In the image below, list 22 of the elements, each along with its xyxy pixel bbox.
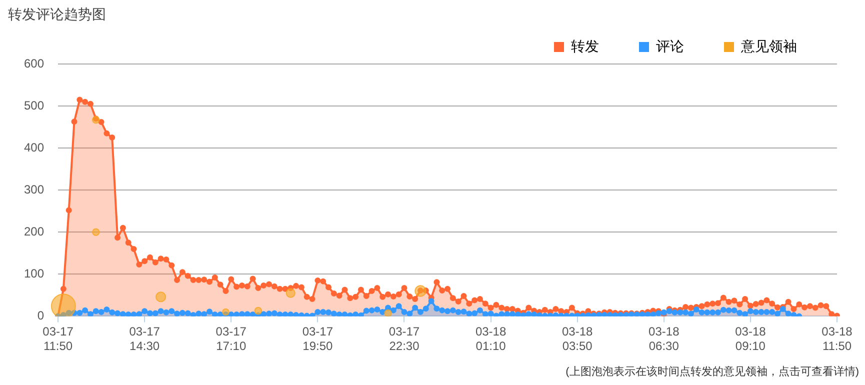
x-tick-label: 03-18 11:50 xyxy=(822,324,853,354)
x-tick-label: 03-18 03:50 xyxy=(562,324,594,354)
y-tick-label: 400 xyxy=(24,140,44,154)
y-tick-label: 500 xyxy=(24,98,44,112)
y-tick-label: 200 xyxy=(24,224,44,238)
x-tick-label: 03-17 17:10 xyxy=(216,324,247,354)
legend-label: 意见领袖 xyxy=(740,38,797,54)
text: (上图泡泡表示在该时间点转发的意见领袖，点击可查看详情) xyxy=(566,364,859,379)
chart-title: 转发评论趋势图 xyxy=(8,6,106,24)
x-tick-label: 03-17 11:50 xyxy=(42,324,74,354)
y-tick-label: 100 xyxy=(24,266,44,280)
x-tick-label: 03-18 06:30 xyxy=(648,324,680,354)
legend-label: 转发 xyxy=(571,38,599,54)
x-tick-label: 03-17 22:30 xyxy=(388,324,420,354)
y-tick-label: 600 xyxy=(24,56,44,70)
x-tick-label: 03-17 19:50 xyxy=(302,324,334,354)
y-tick-label: 0 xyxy=(37,308,44,323)
y-tick-label: 300 xyxy=(24,182,44,196)
x-tick-label: 03-18 09:10 xyxy=(735,324,766,354)
legend-label: 评论 xyxy=(656,38,684,54)
x-tick-label: 03-18 01:10 xyxy=(475,324,506,354)
x-tick-label: 03-17 14:30 xyxy=(129,324,160,354)
